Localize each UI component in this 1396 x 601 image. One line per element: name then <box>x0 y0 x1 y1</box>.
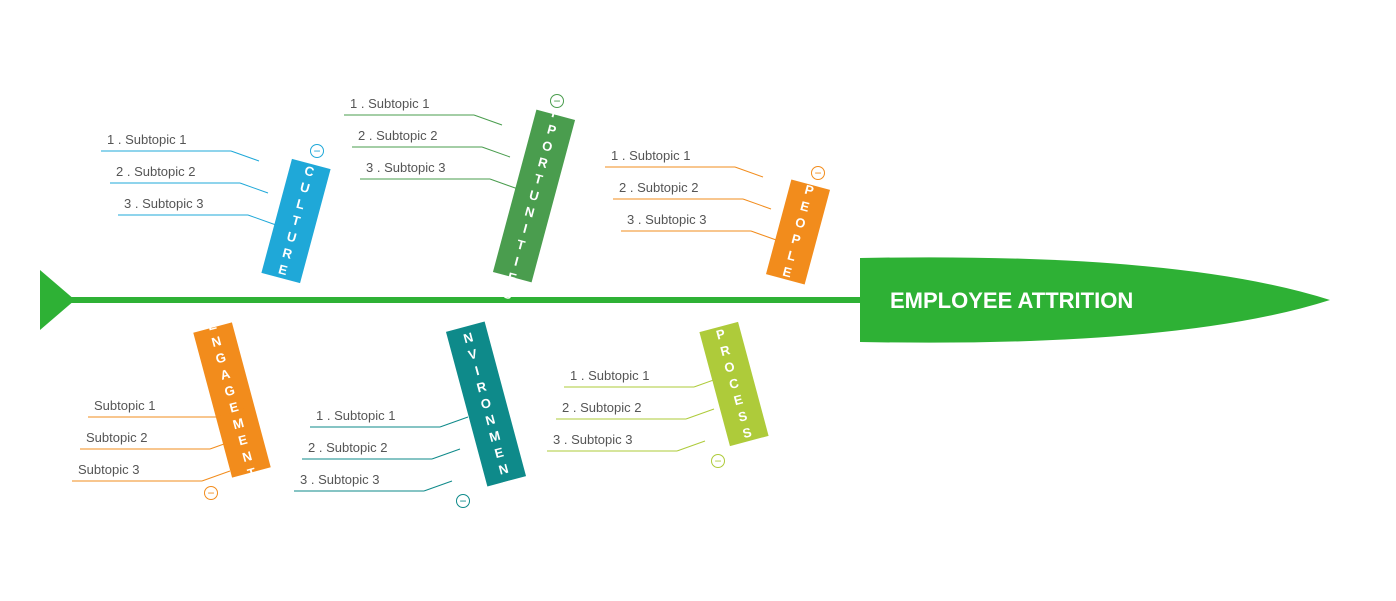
culture-subtopic-connector <box>231 151 259 161</box>
people-subtopic-label: 1 . Subtopic 1 <box>611 148 691 163</box>
culture-subtopic-label: 3 . Subtopic 3 <box>124 196 204 211</box>
opportunities-subtopic-label: 3 . Subtopic 3 <box>366 160 446 175</box>
opportunities-collapse-icon[interactable]: − <box>550 94 564 108</box>
opportunities-subtopic-label: 2 . Subtopic 2 <box>358 128 438 143</box>
opportunities-subtopic-connector <box>474 115 502 125</box>
environment-subtopic-label: 2 . Subtopic 2 <box>308 440 388 455</box>
engagement-subtopic-label: Subtopic 1 <box>94 398 155 413</box>
people-subtopic-connector <box>751 231 779 241</box>
environment-collapse-icon[interactable]: − <box>456 494 470 508</box>
fish-tail <box>40 270 75 330</box>
environment-subtopic-label: 1 . Subtopic 1 <box>316 408 396 423</box>
people-subtopic-label: 3 . Subtopic 3 <box>627 212 707 227</box>
environment-subtopic-connector <box>432 449 460 459</box>
opportunities-subtopic-connector <box>490 179 518 189</box>
process-subtopic-label: 3 . Subtopic 3 <box>553 432 633 447</box>
environment-subtopic-label: 3 . Subtopic 3 <box>300 472 380 487</box>
environment-subtopic-connector <box>424 481 452 491</box>
culture-subtopic-connector <box>240 183 268 193</box>
culture-collapse-icon[interactable]: − <box>310 144 324 158</box>
people-subtopic-connector <box>735 167 763 177</box>
people-collapse-icon[interactable]: − <box>811 166 825 180</box>
process-collapse-icon[interactable]: − <box>711 454 725 468</box>
engagement-subtopic-connector <box>202 471 230 481</box>
fishbone-svg <box>0 0 1396 601</box>
culture-subtopic-label: 2 . Subtopic 2 <box>116 164 196 179</box>
engagement-subtopic-label: Subtopic 3 <box>78 462 139 477</box>
process-subtopic-connector <box>686 409 714 419</box>
process-subtopic-label: 2 . Subtopic 2 <box>562 400 642 415</box>
culture-subtopic-label: 1 . Subtopic 1 <box>107 132 187 147</box>
engagement-collapse-icon[interactable]: − <box>204 486 218 500</box>
opportunities-subtopic-connector <box>482 147 510 157</box>
engagement-subtopic-label: Subtopic 2 <box>86 430 147 445</box>
process-subtopic-label: 1 . Subtopic 1 <box>570 368 650 383</box>
culture-subtopic-connector <box>248 215 276 225</box>
people-subtopic-connector <box>743 199 771 209</box>
people-subtopic-label: 2 . Subtopic 2 <box>619 180 699 195</box>
process-subtopic-connector <box>677 441 705 451</box>
opportunities-subtopic-label: 1 . Subtopic 1 <box>350 96 430 111</box>
environment-subtopic-connector <box>440 417 468 427</box>
head-label: EMPLOYEE ATTRITION <box>890 288 1133 314</box>
fish-spine <box>70 297 860 303</box>
